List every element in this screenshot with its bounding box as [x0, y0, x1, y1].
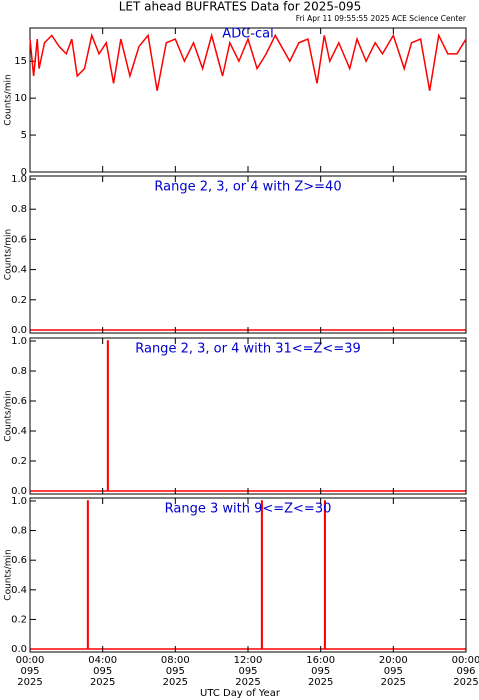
x-tick-label-line: 2025	[308, 677, 333, 688]
panel-annotation: Range 3 with 9<=Z<=30	[165, 502, 332, 517]
panel-annotation: Range 2, 3, or 4 with 31<=Z<=39	[135, 342, 361, 357]
y-tick-label: 1.0	[11, 174, 27, 185]
y-tick-label: 0.8	[11, 204, 27, 215]
x-tick-label-line: 095	[311, 666, 330, 677]
data-line	[30, 340, 466, 492]
x-tick-label-line: 095	[238, 666, 257, 677]
x-axis-label: UTC Day of Year	[200, 688, 281, 699]
data-line	[29, 32, 467, 91]
x-tick-label-line: 2025	[163, 677, 188, 688]
x-tick-label-line: 095	[166, 666, 185, 677]
y-axis-label: Counts/min	[4, 229, 14, 280]
y-tick-label: 0.8	[11, 366, 27, 377]
y-tick-label: 0.8	[11, 526, 27, 537]
x-tick-label-line: 095	[20, 666, 39, 677]
y-tick-label: 0.0	[11, 486, 27, 497]
x-tick-label-line: 04:00	[88, 655, 117, 666]
chart-title: LET ahead BUFRATES Data for 2025-095	[119, 0, 361, 14]
y-tick-label: 0.0	[11, 644, 27, 655]
y-axis-label: Counts/min	[4, 390, 14, 441]
y-tick-label: 0.2	[11, 295, 27, 306]
y-tick-label: 5	[21, 130, 27, 141]
x-tick-label-line: 2025	[17, 677, 42, 688]
data-line	[30, 500, 466, 650]
x-tick-label: 00:00 096 2025	[452, 655, 479, 688]
y-tick-label: 15	[14, 56, 27, 67]
x-tick-label-line: 2025	[381, 677, 406, 688]
panel-frame	[29, 337, 467, 495]
y-tick-label: 0.6	[11, 234, 27, 245]
y-tick-label: 1.0	[11, 496, 27, 507]
y-tick-label: 1.0	[11, 336, 27, 347]
x-tick-label-line: 2025	[90, 677, 115, 688]
x-tick-label-line: 096	[456, 666, 475, 677]
y-tick-label: 0.2	[11, 614, 27, 625]
panel-frame	[29, 27, 467, 173]
x-tick-label-line: 12:00	[234, 655, 263, 666]
x-tick-label-line: 2025	[453, 677, 478, 688]
x-tick-label-line: 00:00	[16, 655, 45, 666]
x-tick-label-line: 08:00	[161, 655, 190, 666]
x-tick-label: 00:00 095 2025	[16, 655, 45, 688]
panel-annotation: Range 2, 3, or 4 with Z>=40	[154, 180, 341, 195]
y-tick-label: 0.4	[11, 585, 27, 596]
x-tick-label-line: 2025	[235, 677, 260, 688]
y-tick-label: 0	[21, 167, 27, 178]
x-tick-label-line: 16:00	[306, 655, 335, 666]
y-tick-label: 0.6	[11, 555, 27, 566]
x-tick-label-line: 00:00	[452, 655, 479, 666]
y-axis-label: Counts/min	[4, 74, 14, 125]
y-tick-label: 0.4	[11, 426, 27, 437]
chart-subtitle: Fri Apr 11 09:55:55 2025 ACE Science Cen…	[296, 14, 467, 23]
x-tick-label-line: 095	[384, 666, 403, 677]
y-tick-label: 0.4	[11, 265, 27, 276]
y-tick-label: 0.0	[11, 325, 27, 336]
x-tick-label-line: 095	[93, 666, 112, 677]
x-tick-label-line: 20:00	[379, 655, 408, 666]
y-tick-label: 0.6	[11, 396, 27, 407]
y-axis-label: Counts/min	[4, 549, 14, 600]
x-tick-label: 12:00 095 2025	[234, 655, 263, 688]
x-tick-label: 20:00 095 2025	[379, 655, 408, 688]
x-tick-label: 08:00 095 2025	[161, 655, 190, 688]
y-tick-label: 10	[14, 93, 27, 104]
panel-frame	[29, 497, 467, 653]
x-tick-label: 16:00 095 2025	[306, 655, 335, 688]
panel-frame	[29, 175, 467, 334]
x-tick-label: 04:00 095 2025	[88, 655, 117, 688]
y-tick-label: 0.2	[11, 456, 27, 467]
